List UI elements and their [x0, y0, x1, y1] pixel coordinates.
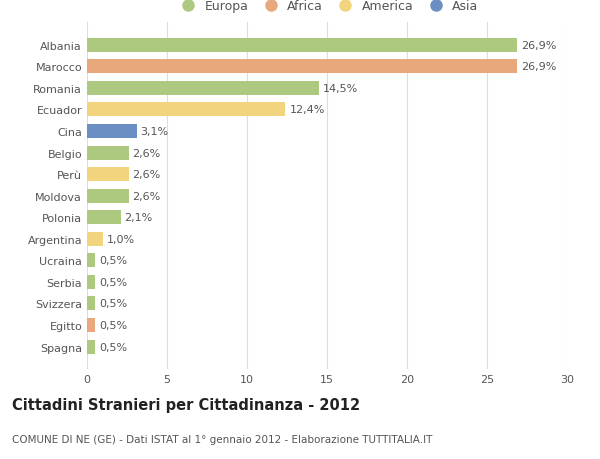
Bar [87, 211, 121, 225]
Text: 0,5%: 0,5% [99, 277, 127, 287]
Bar [87, 297, 95, 311]
Bar [87, 232, 103, 246]
Legend: Europa, Africa, America, Asia: Europa, Africa, America, Asia [176, 0, 478, 13]
Text: 0,5%: 0,5% [99, 320, 127, 330]
Text: 14,5%: 14,5% [323, 84, 358, 94]
Text: 1,0%: 1,0% [107, 234, 135, 244]
Text: 2,6%: 2,6% [133, 148, 161, 158]
Text: COMUNE DI NE (GE) - Dati ISTAT al 1° gennaio 2012 - Elaborazione TUTTITALIA.IT: COMUNE DI NE (GE) - Dati ISTAT al 1° gen… [12, 434, 433, 444]
Text: 2,1%: 2,1% [125, 213, 153, 223]
Text: 26,9%: 26,9% [521, 41, 557, 50]
Text: 26,9%: 26,9% [521, 62, 557, 72]
Bar [87, 60, 517, 74]
Bar [87, 275, 95, 289]
Bar [87, 146, 128, 160]
Bar [87, 82, 319, 95]
Text: 0,5%: 0,5% [99, 342, 127, 352]
Text: Cittadini Stranieri per Cittadinanza - 2012: Cittadini Stranieri per Cittadinanza - 2… [12, 397, 360, 412]
Bar [87, 103, 286, 117]
Bar [87, 125, 137, 139]
Bar [87, 168, 128, 182]
Text: 12,4%: 12,4% [289, 105, 325, 115]
Text: 3,1%: 3,1% [140, 127, 169, 137]
Text: 2,6%: 2,6% [133, 170, 161, 180]
Text: 0,5%: 0,5% [99, 256, 127, 266]
Bar [87, 189, 128, 203]
Bar [87, 340, 95, 354]
Bar [87, 318, 95, 332]
Text: 0,5%: 0,5% [99, 299, 127, 309]
Bar [87, 39, 517, 53]
Bar [87, 254, 95, 268]
Text: 2,6%: 2,6% [133, 191, 161, 201]
